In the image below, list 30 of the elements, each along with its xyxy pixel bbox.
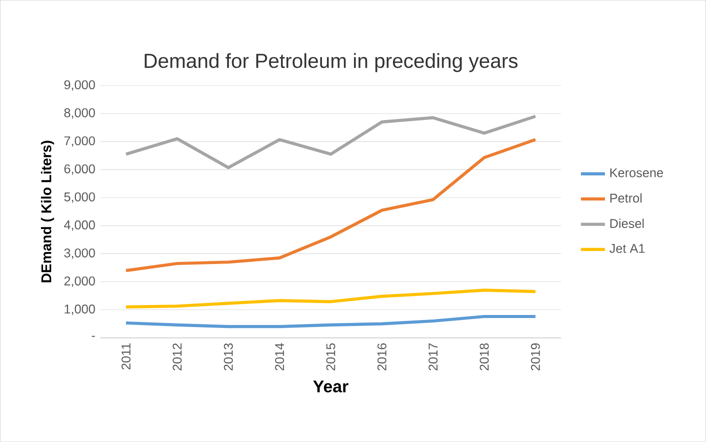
x-axis-title: Year — [313, 380, 348, 392]
x-tick-label: 2019 — [530, 343, 540, 370]
y-tick-label: - — [92, 336, 95, 337]
line-series — [124, 114, 538, 170]
legend-label: Petrol — [610, 193, 642, 203]
line-series — [124, 314, 538, 328]
line-series — [124, 288, 538, 308]
line-series — [124, 138, 538, 272]
x-tick-label: 2012 — [172, 343, 182, 370]
x-tick-label: 2016 — [377, 343, 386, 370]
chart-title: Demand for Petroleum in preceding years — [144, 53, 518, 72]
x-tick-label: 2011 — [122, 343, 131, 370]
x-tick-label: 2015 — [326, 343, 336, 370]
legend-label: Kerosene — [610, 168, 663, 178]
legend-label: Diesel — [610, 218, 644, 228]
y-tick-label: 4,000 — [64, 220, 95, 231]
legend-label: Jet A1 — [610, 244, 645, 253]
x-tick-label: 2018 — [480, 343, 489, 370]
y-tick-label: 8,000 — [64, 108, 95, 119]
x-tick-label: 2014 — [275, 343, 284, 370]
y-tick-label: 3,000 — [64, 248, 95, 259]
y-axis-title: DEmand ( Kilo Liters) — [40, 140, 54, 282]
y-tick-label: 5,000 — [64, 192, 95, 203]
y-tick-label: 1,000 — [64, 304, 95, 315]
x-tick-label: 2017 — [428, 343, 438, 370]
y-tick-label: 2,000 — [64, 276, 95, 287]
y-tick-label: 9,000 — [64, 80, 95, 91]
x-tick-label: 2013 — [224, 343, 233, 370]
y-tick-label: 6,000 — [64, 164, 95, 175]
y-tick-label: 7,000 — [64, 136, 95, 147]
